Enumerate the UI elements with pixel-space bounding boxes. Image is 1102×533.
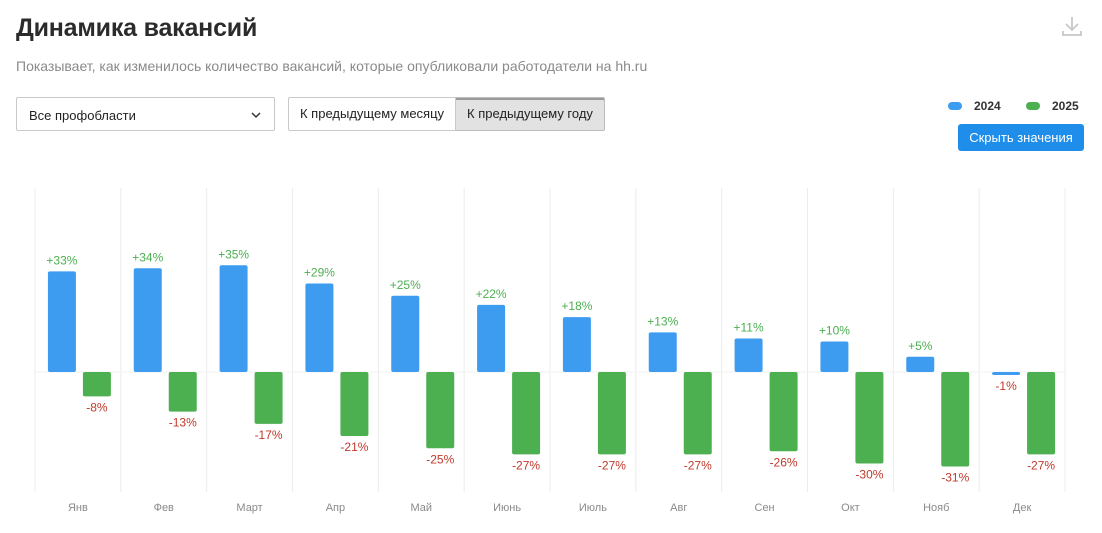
legend-item-2025[interactable]: 2025 (1026, 99, 1079, 113)
value-label-2025-Июнь: -27% (512, 458, 540, 472)
month-label: Дек (1013, 502, 1032, 514)
value-label-2025-Март: -17% (255, 428, 283, 442)
bar-2025-Апр[interactable] (340, 372, 369, 437)
value-label-2024-Авг: +13% (647, 314, 678, 328)
page-subtitle: Показывает, как изменилось количество ва… (16, 58, 648, 74)
month-label: Май (410, 502, 432, 514)
legend-label-2025: 2025 (1052, 99, 1079, 113)
value-label-2025-Фев: -13% (169, 416, 197, 430)
bar-2024-Окт[interactable] (820, 341, 849, 373)
page-title: Динамика вакансий (16, 14, 258, 42)
value-label-2025-Авг: -27% (684, 458, 712, 472)
value-label-2024-Окт: +10% (819, 324, 850, 338)
value-label-2024-Июнь: +22% (476, 287, 507, 301)
bar-2025-Июль[interactable] (597, 372, 626, 455)
bar-2025-Фев[interactable] (168, 372, 197, 412)
value-label-2025-Май: -25% (426, 452, 454, 466)
month-label: Нояб (923, 502, 949, 514)
value-label-2025-Янв: -8% (86, 400, 108, 414)
legend-swatch-2024 (948, 102, 962, 110)
month-label: Сен (755, 502, 775, 514)
value-label-2024-Июль: +18% (561, 299, 592, 313)
profarea-select[interactable]: Все профобласти (16, 97, 275, 131)
bar-2024-Сен[interactable] (734, 338, 763, 372)
bar-2024-Янв[interactable] (47, 271, 76, 372)
value-label-2025-Нояб: -31% (941, 471, 969, 485)
value-label-2024-Фев: +34% (132, 250, 163, 264)
bar-2024-Март[interactable] (219, 265, 248, 372)
chevron-down-icon (251, 112, 261, 119)
compare-period-toggle: К предыдущему месяцу К предыдущему году (288, 97, 605, 131)
bar-2024-Май[interactable] (391, 295, 420, 372)
value-label-2025-Апр: -21% (340, 440, 368, 454)
value-label-2024-Май: +25% (390, 278, 421, 292)
hide-values-button[interactable]: Скрыть значения (958, 124, 1084, 151)
bar-2024-Нояб[interactable] (906, 356, 935, 372)
bar-2024-Авг[interactable] (648, 332, 677, 372)
bar-2024-Июнь[interactable] (477, 304, 506, 372)
value-label-2024-Дек: -1% (995, 379, 1017, 393)
bar-2024-Апр[interactable] (305, 283, 334, 372)
month-label: Март (236, 502, 262, 514)
value-label-2024-Сен: +11% (734, 320, 764, 334)
compare-year-button[interactable]: К предыдущему году (456, 97, 605, 131)
value-label-2024-Март: +35% (218, 247, 249, 261)
bar-2025-Нояб[interactable] (941, 372, 970, 467)
value-label-2024-Апр: +29% (304, 266, 335, 280)
compare-month-button[interactable]: К предыдущему месяцу (288, 97, 457, 131)
value-label-2025-Дек: -27% (1027, 458, 1055, 472)
legend-label-2024: 2024 (974, 99, 1001, 113)
month-label: Янв (68, 502, 88, 514)
month-label: Июнь (493, 502, 521, 514)
month-label: Фев (154, 502, 174, 514)
month-label: Апр (326, 502, 345, 514)
month-label: Авг (670, 502, 687, 514)
bar-2024-Фев[interactable] (133, 268, 162, 372)
profarea-select-value: Все профобласти (29, 108, 136, 123)
bar-2025-Дек[interactable] (1027, 372, 1056, 455)
value-label-2025-Июль: -27% (598, 458, 626, 472)
month-label: Окт (841, 502, 860, 514)
legend-item-2024[interactable]: 2024 (948, 99, 1001, 113)
value-label-2025-Сен: -26% (770, 455, 798, 469)
bar-2024-Июль[interactable] (562, 317, 591, 372)
bar-2025-Июнь[interactable] (512, 372, 541, 455)
bar-2025-Март[interactable] (254, 372, 283, 424)
legend-swatch-2025 (1026, 102, 1040, 110)
value-label-2024-Янв: +33% (46, 253, 77, 267)
bar-2025-Авг[interactable] (683, 372, 712, 455)
month-label: Июль (579, 502, 607, 514)
bar-2025-Сен[interactable] (769, 372, 798, 452)
bar-2025-Май[interactable] (426, 372, 455, 449)
download-icon[interactable] (1060, 14, 1084, 38)
value-label-2025-Окт: -30% (855, 468, 883, 482)
bar-2025-Янв[interactable] (82, 372, 111, 397)
bar-2024-Дек[interactable] (992, 372, 1021, 376)
value-label-2024-Нояб: +5% (908, 339, 933, 353)
bar-2025-Окт[interactable] (855, 372, 884, 464)
